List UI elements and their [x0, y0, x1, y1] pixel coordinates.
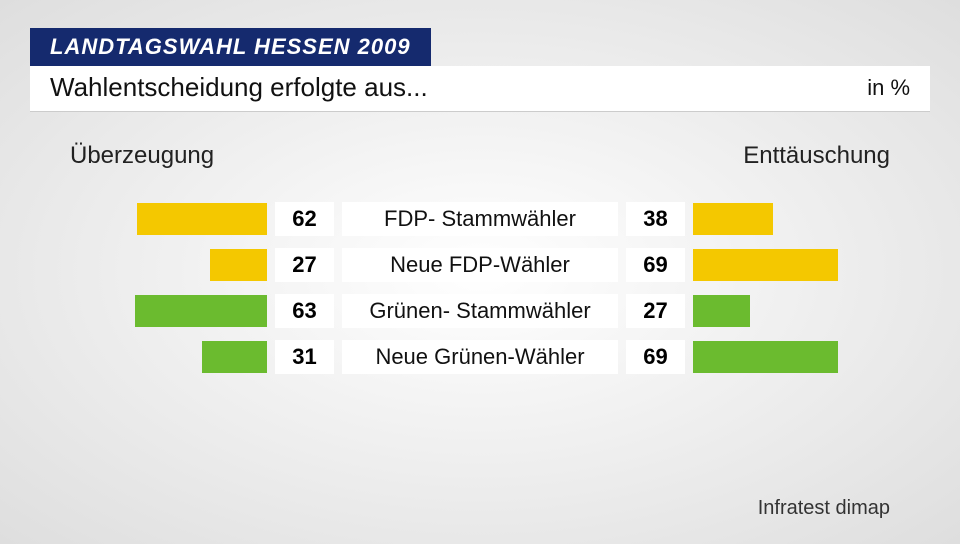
subtitle: Wahlentscheidung erfolgte aus... [50, 72, 428, 103]
bar-left [210, 249, 267, 281]
row-label: Grünen- Stammwähler [342, 294, 618, 328]
bar-right-container [693, 249, 900, 281]
value-left: 27 [275, 248, 334, 282]
bar-left-container [60, 249, 267, 281]
bar-right [693, 295, 750, 327]
bar-right-container [693, 295, 900, 327]
value-right: 69 [626, 340, 685, 374]
category-row: Überzeugung Enttäuschung [70, 142, 890, 170]
unit-label: in % [867, 75, 910, 101]
bar-right-container [693, 203, 900, 235]
value-right: 69 [626, 248, 685, 282]
category-right: Enttäuschung [743, 142, 890, 170]
bar-left-container [60, 295, 267, 327]
chart-row: 31 Neue Grünen-Wähler 69 [60, 338, 900, 376]
bar-right [693, 203, 773, 235]
bar-right [693, 249, 838, 281]
row-label: Neue FDP-Wähler [342, 248, 618, 282]
row-label: Neue Grünen-Wähler [342, 340, 618, 374]
header-title: LANDTAGSWAHL HESSEN 2009 [30, 28, 431, 66]
source-label: Infratest dimap [758, 497, 890, 520]
chart-row: 27 Neue FDP-Wähler 69 [60, 246, 900, 284]
bar-left-container [60, 341, 267, 373]
value-right: 27 [626, 294, 685, 328]
bar-right [693, 341, 838, 373]
value-left: 63 [275, 294, 334, 328]
bar-left [135, 295, 267, 327]
row-label: FDP- Stammwähler [342, 202, 618, 236]
value-left: 62 [275, 202, 334, 236]
value-right: 38 [626, 202, 685, 236]
subtitle-row: Wahlentscheidung erfolgte aus... in % [30, 66, 930, 112]
bar-right-container [693, 341, 900, 373]
bar-left-container [60, 203, 267, 235]
bar-left [137, 203, 267, 235]
chart-row: 62 FDP- Stammwähler 38 [60, 200, 900, 238]
chart-row: 63 Grünen- Stammwähler 27 [60, 292, 900, 330]
bar-left [202, 341, 267, 373]
value-left: 31 [275, 340, 334, 374]
category-left: Überzeugung [70, 142, 214, 170]
chart-area: 62 FDP- Stammwähler 38 27 Neue FDP-Wähle… [60, 200, 900, 376]
